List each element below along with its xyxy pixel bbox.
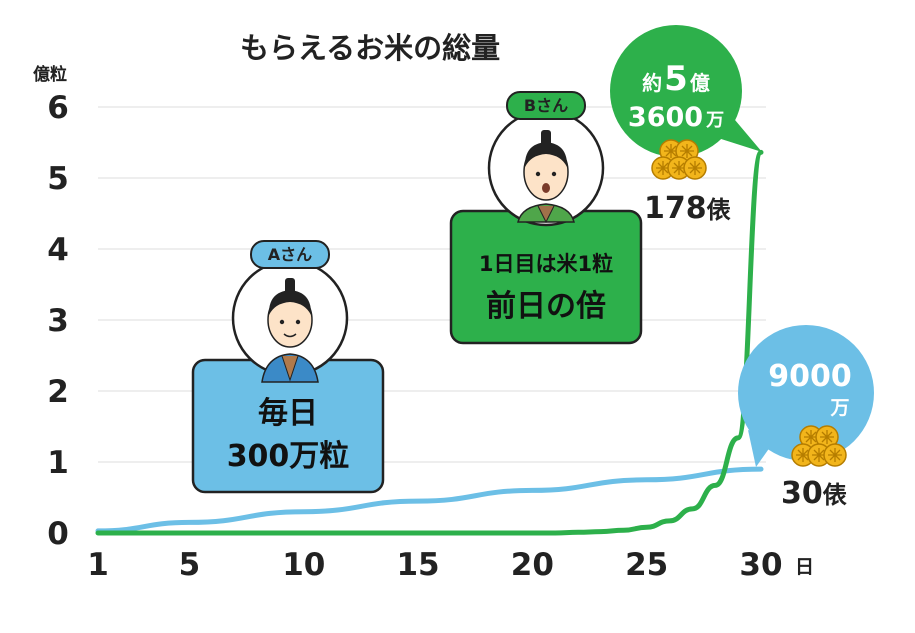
callout-b-man: 万 bbox=[705, 110, 724, 131]
series-line-a bbox=[95, 466, 764, 534]
x-tick-10: 10 bbox=[282, 547, 325, 583]
y-tick-6: 6 bbox=[47, 90, 69, 126]
y-tick-1: 1 bbox=[47, 445, 69, 481]
callout-b-oku: 億 bbox=[690, 71, 710, 95]
x-tick-5: 5 bbox=[179, 547, 201, 583]
rice-bale-icon-a bbox=[791, 425, 847, 467]
series-line-b bbox=[95, 149, 764, 536]
person-b-figure: 1日目は米1粒 前日の倍 Bさん bbox=[449, 91, 643, 345]
y-tick-2: 2 bbox=[47, 374, 69, 410]
callout-a-bubble bbox=[738, 325, 874, 461]
bales-a-number: 30 bbox=[781, 476, 823, 511]
callout-a-line2: 万 bbox=[829, 397, 849, 419]
callout-b-prefix: 約 bbox=[642, 71, 662, 95]
person-a-face-icon bbox=[261, 278, 319, 383]
person-a-name: Aさん bbox=[268, 245, 312, 264]
y-axis-unit: 億粒 bbox=[33, 64, 67, 85]
bales-b: 178俵 bbox=[644, 191, 732, 226]
y-tick-0: 0 bbox=[47, 516, 69, 552]
callout-b-bubble bbox=[610, 25, 742, 157]
person-b-name-tag bbox=[506, 91, 586, 120]
chart-title: もらえるお米の総量 bbox=[240, 31, 500, 65]
x-tick-15: 15 bbox=[396, 547, 439, 583]
y-tick-3: 3 bbox=[47, 303, 69, 339]
bales-a-unit: 俵 bbox=[823, 481, 848, 509]
x-axis-unit: 日 bbox=[795, 556, 814, 578]
bales-b-unit: 俵 bbox=[707, 196, 732, 224]
x-tick-labels: 1 5 10 15 20 25 30 bbox=[87, 547, 782, 583]
y-tick-labels: 0 1 2 3 4 5 6 bbox=[47, 90, 69, 552]
person-a-name-tag bbox=[250, 240, 330, 269]
bales-a: 30俵 bbox=[781, 476, 848, 511]
person-a-figure: 毎日 300万粒 Aさん bbox=[191, 240, 385, 494]
person-b-box-line1: 1日目は米1粒 bbox=[479, 252, 613, 276]
callout-a-line1: 9000 bbox=[768, 359, 852, 394]
x-tick-20: 20 bbox=[511, 547, 554, 583]
callout-b: 約5 億 3600 万 bbox=[610, 25, 762, 157]
person-a-box-line2: 300万粒 bbox=[227, 439, 350, 474]
callout-b-line2-row: 3600 万 bbox=[628, 102, 724, 133]
callout-b-big: 5 bbox=[664, 59, 688, 99]
x-tick-25: 25 bbox=[625, 547, 668, 583]
y-tick-4: 4 bbox=[47, 232, 69, 268]
x-tick-1: 1 bbox=[87, 547, 109, 583]
bales-b-number: 178 bbox=[644, 191, 707, 226]
person-b-box-line2: 前日の倍 bbox=[486, 289, 606, 324]
person-a-box-line1: 毎日 bbox=[258, 396, 318, 431]
person-b-name: Bさん bbox=[524, 96, 568, 115]
x-tick-30: 30 bbox=[739, 547, 782, 583]
callout-b-line1: 約5 億 bbox=[642, 59, 710, 99]
rice-bale-icon-b bbox=[651, 139, 707, 180]
person-b-face-icon bbox=[517, 130, 575, 224]
callout-b-line2: 3600 bbox=[628, 102, 703, 133]
y-tick-5: 5 bbox=[47, 161, 69, 197]
callout-a: 9000 万 bbox=[738, 325, 874, 467]
